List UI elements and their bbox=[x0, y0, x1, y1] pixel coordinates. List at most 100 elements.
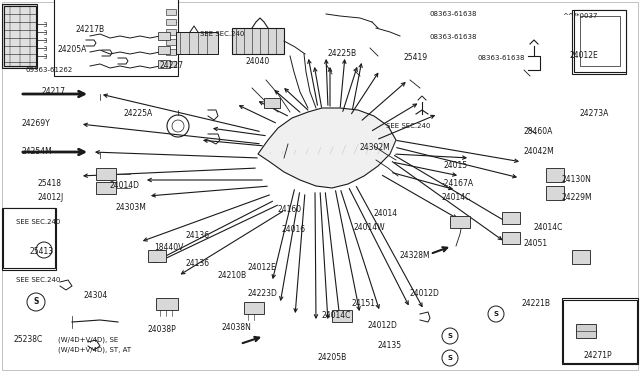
Bar bbox=[158, 32, 170, 40]
Text: -24167A: -24167A bbox=[442, 180, 474, 189]
Bar bbox=[264, 98, 280, 108]
Bar bbox=[2, 208, 56, 270]
Text: 24269Y: 24269Y bbox=[22, 119, 51, 128]
Text: 24038N: 24038N bbox=[222, 324, 252, 333]
Text: 24303M: 24303M bbox=[116, 203, 147, 212]
Text: 25419: 25419 bbox=[404, 54, 428, 62]
Text: 24014C: 24014C bbox=[322, 311, 351, 321]
Text: (W/4D+V/4D), ST, AT: (W/4D+V/4D), ST, AT bbox=[58, 347, 131, 353]
Bar bbox=[54, 0, 178, 76]
Text: 24328M: 24328M bbox=[400, 251, 431, 260]
Text: (W/4D+V/4D), SE: (W/4D+V/4D), SE bbox=[58, 337, 118, 343]
Bar bbox=[166, 61, 176, 67]
Bar bbox=[546, 186, 564, 200]
Text: 24014W: 24014W bbox=[354, 224, 386, 232]
Bar bbox=[502, 212, 520, 224]
Bar bbox=[572, 10, 626, 74]
Text: 24302M: 24302M bbox=[360, 144, 391, 153]
Bar bbox=[576, 324, 596, 338]
Text: 25238C: 25238C bbox=[14, 336, 44, 344]
Text: 24225B: 24225B bbox=[328, 49, 357, 58]
Text: 24205B: 24205B bbox=[318, 353, 348, 362]
Text: 24012E: 24012E bbox=[248, 263, 276, 273]
Text: SEE SEC.240: SEE SEC.240 bbox=[386, 123, 430, 129]
Text: SEE SEC.240: SEE SEC.240 bbox=[16, 277, 60, 283]
Text: 24014: 24014 bbox=[374, 208, 398, 218]
Text: 24136: 24136 bbox=[186, 231, 210, 241]
Text: 24135: 24135 bbox=[378, 341, 402, 350]
Text: S: S bbox=[33, 298, 38, 307]
Text: 24205A: 24205A bbox=[58, 45, 88, 55]
Text: 24012D: 24012D bbox=[368, 321, 398, 330]
Bar bbox=[156, 298, 178, 310]
Text: 24014D: 24014D bbox=[110, 182, 140, 190]
Text: 24042M: 24042M bbox=[524, 148, 555, 157]
Bar bbox=[574, 10, 626, 72]
Text: 24012J: 24012J bbox=[38, 193, 64, 202]
Text: 24014C: 24014C bbox=[534, 224, 563, 232]
Bar bbox=[244, 302, 264, 314]
Text: 24225A: 24225A bbox=[124, 109, 153, 119]
Bar bbox=[148, 250, 166, 262]
Bar bbox=[572, 250, 590, 264]
Bar bbox=[546, 168, 564, 182]
Text: SEE SEC.240: SEE SEC.240 bbox=[16, 219, 60, 225]
Text: 08363-61638: 08363-61638 bbox=[430, 11, 477, 17]
Text: 28460A: 28460A bbox=[524, 128, 554, 137]
Bar bbox=[3, 208, 55, 268]
Text: 24223D: 24223D bbox=[248, 289, 278, 298]
Text: 24160: 24160 bbox=[278, 205, 302, 215]
Bar bbox=[450, 216, 470, 228]
Text: 24254M: 24254M bbox=[22, 148, 52, 157]
Text: 24229M: 24229M bbox=[562, 193, 593, 202]
Bar bbox=[580, 16, 620, 66]
Text: S: S bbox=[447, 355, 452, 361]
Text: 24130N: 24130N bbox=[562, 176, 592, 185]
Text: 24210B: 24210B bbox=[218, 272, 247, 280]
Text: 24012D: 24012D bbox=[410, 289, 440, 298]
Bar bbox=[166, 19, 176, 25]
Polygon shape bbox=[258, 108, 396, 188]
Text: 24304: 24304 bbox=[84, 292, 108, 301]
Text: 24273A: 24273A bbox=[579, 109, 609, 119]
Text: 24221B: 24221B bbox=[521, 299, 550, 308]
Bar bbox=[166, 39, 176, 45]
Text: 24015: 24015 bbox=[444, 161, 468, 170]
Bar bbox=[502, 232, 520, 244]
Bar bbox=[332, 310, 352, 322]
Text: 25418: 25418 bbox=[38, 180, 62, 189]
Text: 08363-61638: 08363-61638 bbox=[430, 34, 477, 40]
Text: ^^/*0037: ^^/*0037 bbox=[562, 13, 598, 19]
Text: 18440V: 18440V bbox=[154, 244, 184, 253]
Bar bbox=[166, 29, 176, 35]
Text: 24014C: 24014C bbox=[442, 193, 472, 202]
Text: 24151: 24151 bbox=[352, 299, 376, 308]
Bar bbox=[2, 4, 37, 68]
Bar bbox=[176, 32, 218, 54]
Bar bbox=[166, 49, 176, 55]
Text: 24040: 24040 bbox=[246, 58, 270, 67]
Text: S: S bbox=[493, 311, 499, 317]
Text: 24136: 24136 bbox=[186, 260, 210, 269]
Bar bbox=[158, 60, 170, 68]
Text: 24227: 24227 bbox=[160, 61, 184, 71]
Bar bbox=[96, 182, 116, 194]
Text: 24217: 24217 bbox=[42, 87, 66, 96]
Bar bbox=[166, 9, 176, 15]
Text: SEE SEC.240: SEE SEC.240 bbox=[200, 31, 244, 37]
Text: 24038P: 24038P bbox=[148, 326, 177, 334]
Bar bbox=[158, 46, 170, 54]
Bar bbox=[563, 300, 637, 363]
Text: 09363-61262: 09363-61262 bbox=[26, 67, 73, 73]
Text: 24016: 24016 bbox=[282, 225, 306, 234]
Text: S: S bbox=[447, 333, 452, 339]
Text: 24012E: 24012E bbox=[570, 51, 599, 61]
Text: 24217B: 24217B bbox=[76, 26, 105, 35]
Bar bbox=[4, 6, 36, 66]
Text: 24051: 24051 bbox=[524, 240, 548, 248]
Bar bbox=[562, 298, 638, 364]
Bar bbox=[96, 168, 116, 180]
Bar bbox=[232, 28, 284, 54]
Text: 25413: 25413 bbox=[30, 247, 54, 257]
Text: 08363-61638: 08363-61638 bbox=[478, 55, 525, 61]
